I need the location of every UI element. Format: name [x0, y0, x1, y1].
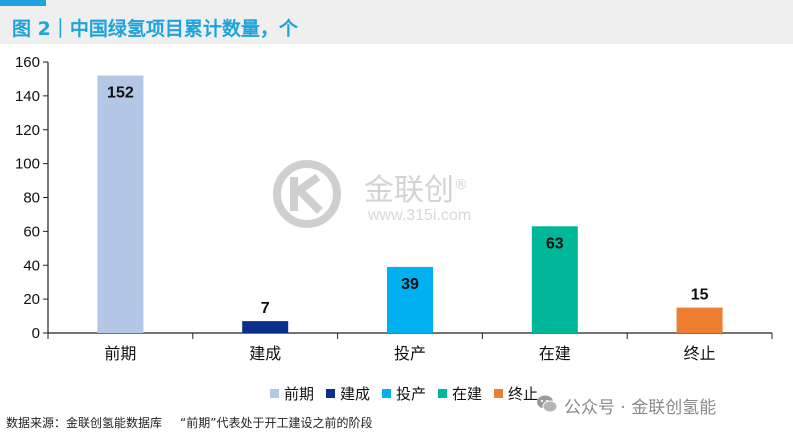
figure-title: 图 2｜中国绿氢项目累计数量，个: [12, 18, 298, 40]
y-tick-label: 20: [23, 291, 40, 308]
legend-entry: 终止: [508, 385, 538, 403]
watermark: 金联创® www.315i.com: [272, 155, 512, 235]
x-tick-label: 在建: [539, 344, 571, 363]
legend-swatch: [494, 389, 503, 398]
bar-chart: 0 20 40 60 80 100 120 140 160 152 前期 7 建成 39 投产 63 在建 15 终…: [15, 54, 773, 403]
y-tick-label: 80: [23, 190, 40, 207]
source-note: 数据来源：金联创氢能数据库 “前期”代表处于开工建设之前的阶段: [6, 414, 372, 431]
title-accent-bar: [0, 0, 46, 6]
y-tick-label: 40: [23, 257, 40, 274]
bar: [97, 75, 144, 334]
wechat-account-tag: 公众号 · 金联创氢能: [536, 392, 776, 418]
legend-entry: 建成: [340, 385, 370, 403]
data-label: 152: [107, 85, 134, 102]
x-tick-label: 前期: [104, 344, 136, 363]
jinlianchuang-logo-icon: [273, 160, 341, 228]
legend-entry: 前期: [284, 385, 314, 403]
legend-swatch: [438, 389, 447, 398]
legend-swatch: [382, 389, 391, 398]
y-tick-label: 100: [15, 156, 40, 173]
watermark-brand: 金联创®: [364, 173, 468, 208]
title-band: [0, 0, 793, 44]
x-tick-label: 终止: [684, 344, 716, 363]
wechat-text: 公众号 · 金联创氢能: [564, 398, 717, 418]
bar: [387, 266, 433, 333]
wechat-icon: [537, 395, 558, 413]
legend-entry: 在建: [452, 385, 482, 403]
watermark-url: www.315i.com: [368, 207, 472, 224]
data-label: 15: [691, 287, 709, 304]
source-label: 数据来源：金联创氢能数据库: [6, 416, 163, 430]
data-label: 63: [546, 235, 564, 252]
y-tick-label: 0: [32, 325, 40, 342]
x-tick-label: 建成: [249, 344, 281, 363]
bar: [676, 307, 723, 333]
y-tick-label: 60: [23, 223, 40, 240]
y-tick-label: 140: [15, 88, 40, 105]
legend-swatch: [270, 389, 279, 398]
bar: [242, 321, 289, 333]
legend-entry: 投产: [396, 385, 426, 403]
legend-swatch: [326, 389, 335, 398]
data-label: 7: [261, 300, 270, 317]
y-tick-label: 160: [15, 54, 40, 71]
bar: [531, 226, 578, 333]
y-tick-label: 120: [15, 122, 40, 139]
source-footnote: “前期”代表处于开工建设之前的阶段: [180, 416, 373, 430]
data-label: 39: [401, 276, 419, 293]
x-tick-label: 投产: [394, 344, 426, 363]
